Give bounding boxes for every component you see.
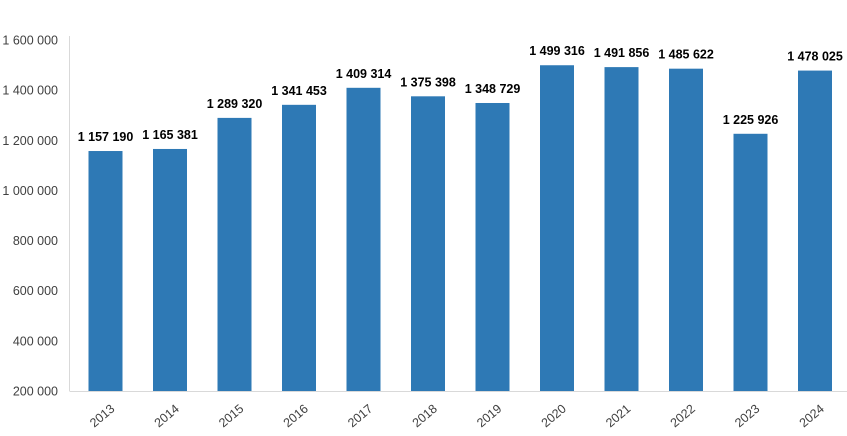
x-tick-label: 2022 xyxy=(668,402,698,431)
x-tick-label: 2017 xyxy=(345,402,375,431)
bar-value-label: 1 225 926 xyxy=(723,113,779,127)
bar-2013 xyxy=(88,151,123,391)
bar-value-label: 1 165 381 xyxy=(142,128,198,142)
bar-2019 xyxy=(475,102,510,392)
bar-value-label: 1 375 398 xyxy=(400,75,456,89)
bar-value-label: 1 341 453 xyxy=(271,84,327,98)
bar-value-label: 1 348 729 xyxy=(465,82,521,96)
bar-value-label: 1 485 622 xyxy=(658,48,714,62)
bar-2014 xyxy=(153,148,187,391)
x-tick-label: 2014 xyxy=(152,402,182,431)
bar-value-label: 1 491 856 xyxy=(594,46,650,60)
x-tick-label: 2016 xyxy=(281,402,311,431)
x-tick-label: 2013 xyxy=(87,402,117,431)
bar-2022 xyxy=(669,68,703,391)
bar-2018 xyxy=(411,96,445,392)
y-tick-label: 1 600 000 xyxy=(2,34,58,48)
y-tick-label: 1 000 000 xyxy=(2,184,58,198)
x-tick-label: 2018 xyxy=(410,402,440,431)
x-tick-label: 2020 xyxy=(539,402,569,431)
bar-value-label: 1 478 025 xyxy=(787,50,843,64)
x-tick-label: 2015 xyxy=(216,402,246,431)
bar-value-label: 1 289 320 xyxy=(207,97,263,111)
bar-value-label: 1 157 190 xyxy=(78,130,134,144)
x-tick-label: 2019 xyxy=(474,402,504,431)
bar-2016 xyxy=(282,104,316,392)
y-tick-label: 200 000 xyxy=(13,385,58,399)
bar-2024 xyxy=(798,70,832,391)
x-tick-label: 2024 xyxy=(797,402,827,431)
x-tick-label: 2021 xyxy=(603,402,633,431)
bar-value-label: 1 499 316 xyxy=(529,44,585,58)
y-tick-label: 600 000 xyxy=(13,284,58,298)
bar-2023 xyxy=(733,133,768,391)
bar-2021 xyxy=(604,67,639,391)
bar-2017 xyxy=(346,87,381,391)
bar-2020 xyxy=(540,65,574,391)
y-tick-label: 1 400 000 xyxy=(2,84,58,98)
y-tick-label: 400 000 xyxy=(13,334,58,348)
y-tick-label: 1 200 000 xyxy=(2,134,58,148)
y-tick-label: 800 000 xyxy=(13,234,58,248)
bar-value-label: 1 409 314 xyxy=(336,67,392,81)
bar-2015 xyxy=(217,117,252,392)
x-tick-label: 2023 xyxy=(732,402,762,431)
